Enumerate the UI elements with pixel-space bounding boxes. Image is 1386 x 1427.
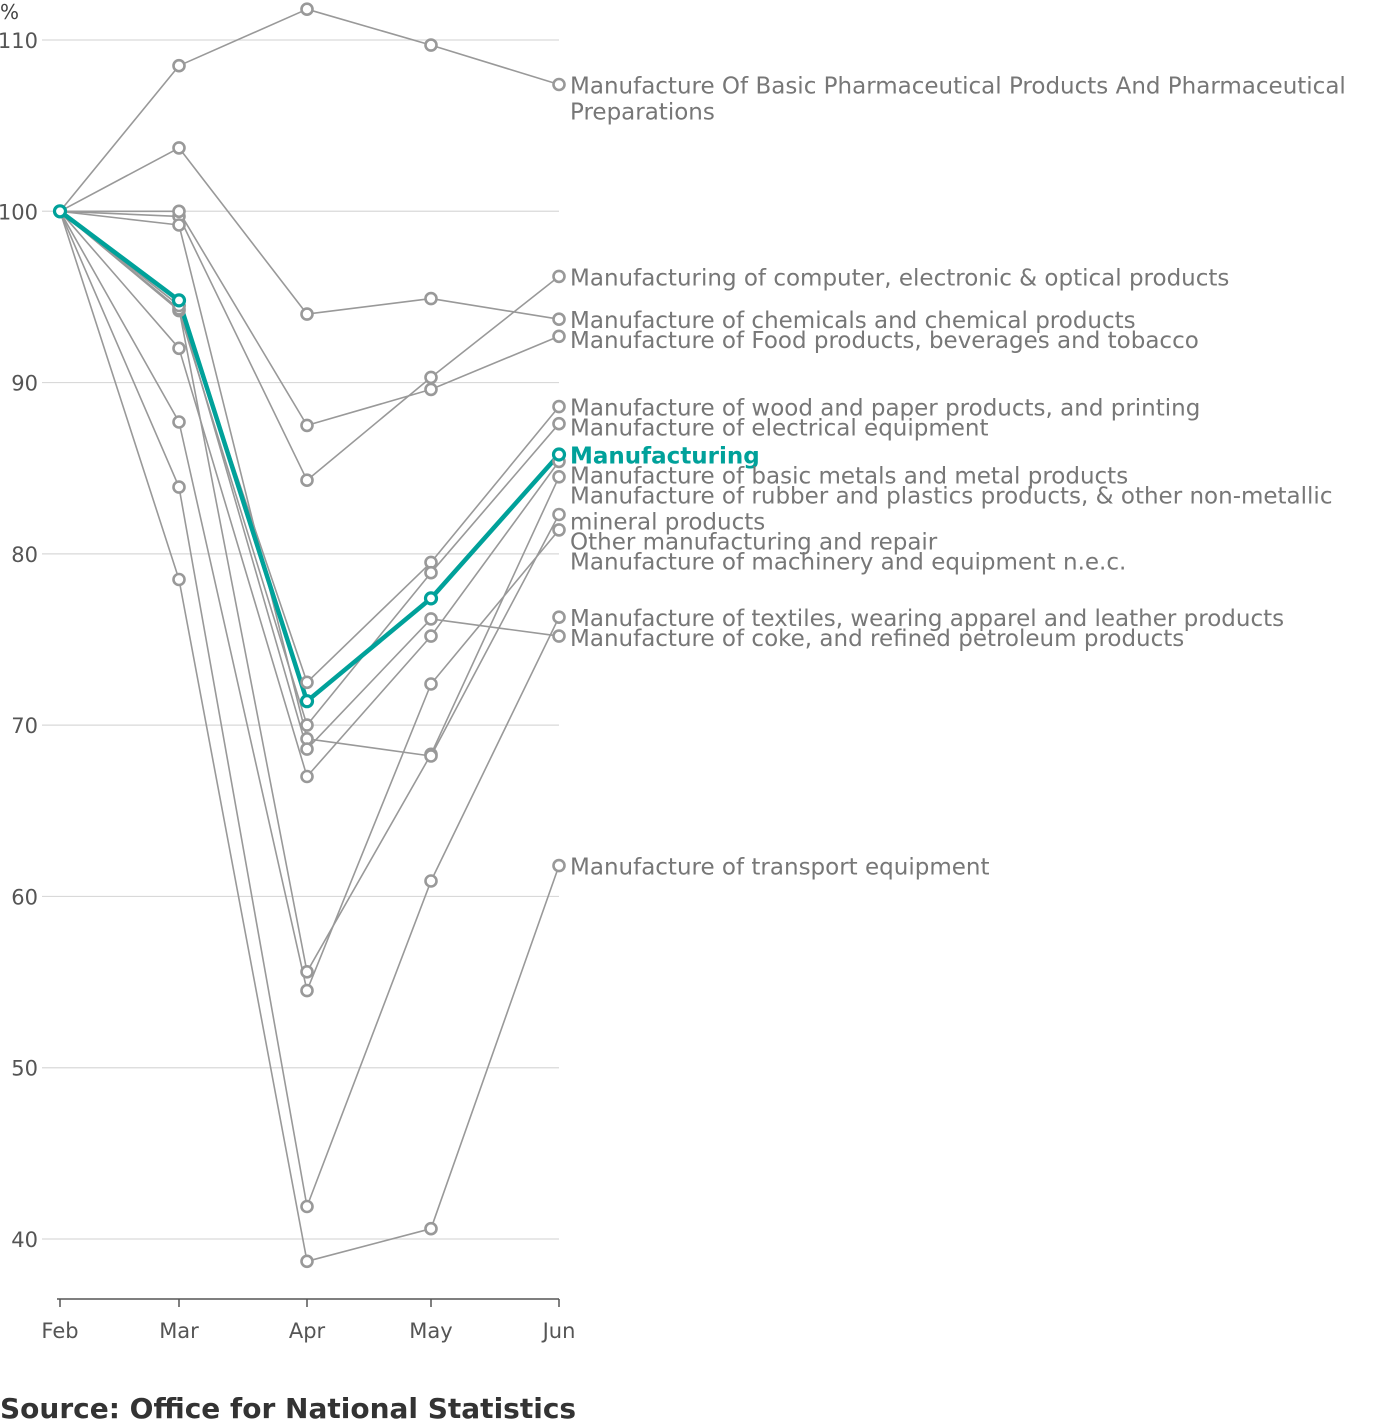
y-axis: 40 50 60 70 80 90 100 110% [0,0,38,1252]
series-point [300,675,314,690]
series-label-7: Manufacture of basic metals and metal pr… [570,464,1128,490]
source-note: Source: Office for National Statistics [0,1392,577,1425]
series-line-5 [59,210,560,726]
series-label-0: Manufacture Of Basic Pharmaceutical Prod… [570,74,1346,126]
series-point [424,291,438,306]
series-point [424,565,438,580]
series-point [552,312,566,327]
series-point [551,447,567,462]
x-tick-label: May [409,1319,452,1343]
series-point [300,1199,314,1214]
y-tick-label: 80 [11,543,38,567]
y-tick-label: 110 [0,29,38,53]
series-label-12: Manufacture of coke, and refined petrole… [570,626,1184,652]
series-point [552,269,566,284]
series-point [172,341,186,356]
series-line-8 [59,210,560,973]
series-point [552,858,566,873]
x-tick-label: Apr [289,1319,326,1343]
series-point [424,38,438,52]
series-point [424,382,438,397]
series-point [300,1254,314,1269]
series-label-8: Manufacture of rubber and plastics produ… [570,484,1332,536]
series-point [423,591,439,606]
series-point [300,769,314,784]
series-labels: Manufacture Of Basic Pharmaceutical Prod… [570,74,1346,881]
series-line-10 [59,210,560,992]
series-point [171,293,187,308]
series-point [424,677,438,691]
series-point [300,418,314,433]
y-unit-label: % [0,0,19,24]
series-point [552,399,566,414]
series-point [424,612,438,626]
series-point [424,370,438,385]
series-label-5: Manufacture of electrical equipment [570,416,989,442]
series-point [300,718,314,732]
series-point [172,141,186,155]
series-point [172,415,186,429]
series-lines [58,8,561,1263]
series-point [300,307,314,321]
series-point [300,964,314,979]
series-points [52,2,567,1269]
series-point [52,204,68,219]
series-point [172,204,186,219]
x-tick-label: Mar [159,1319,199,1343]
series-label-13: Manufacture of transport equipment [570,855,989,881]
series-point [552,523,566,537]
series-line-4 [59,210,560,684]
x-tick-label: Feb [41,1319,78,1343]
series-label-9: Other manufacturing and repair [570,530,938,556]
series-label-2: Manufacture of chemicals and chemical pr… [570,308,1136,334]
series-line-6 [58,209,561,704]
series-point [172,218,186,232]
series-point [552,77,566,92]
series-line-7 [59,210,560,778]
series-point [424,749,438,763]
series-label-3: Manufacture of Food products, beverages … [570,328,1199,354]
series-label-1: Manufacturing of computer, electronic & … [570,265,1229,291]
series-point [424,629,438,643]
series-label-6: Manufacturing [570,444,760,470]
series-point [300,473,314,488]
series-point [299,694,315,709]
series-point [172,480,186,494]
x-axis: Feb Mar Apr May Jun [41,1298,576,1343]
series-point [300,2,314,16]
series-point [424,874,438,888]
y-tick-label: 50 [11,1057,38,1081]
series-point [424,1221,438,1236]
series-point [552,329,566,344]
series-point [172,572,186,587]
series-line-2 [59,147,560,320]
y-tick-label: 70 [11,714,38,738]
x-tick-label: Jun [541,1319,576,1343]
series-label-4: Manufacture of wood and paper products, … [570,396,1200,422]
series-point [300,983,314,998]
y-tick-label: 90 [11,372,38,396]
series-label-10: Manufacture of machinery and equipment n… [570,550,1126,576]
gridlines [42,39,559,1240]
series-point [552,610,566,625]
series-point [552,507,566,522]
y-tick-label: 100 [0,200,38,224]
series-point [552,629,566,643]
series-line-11 [59,210,560,1208]
series-point [172,58,186,73]
y-tick-label: 60 [11,885,38,909]
series-point [552,469,566,484]
series-line-1 [59,210,560,482]
y-tick-label: 40 [11,1228,38,1252]
series-point [300,742,314,756]
series-label-11: Manufacture of textiles, wearing apparel… [570,606,1284,632]
series-point [552,416,566,431]
